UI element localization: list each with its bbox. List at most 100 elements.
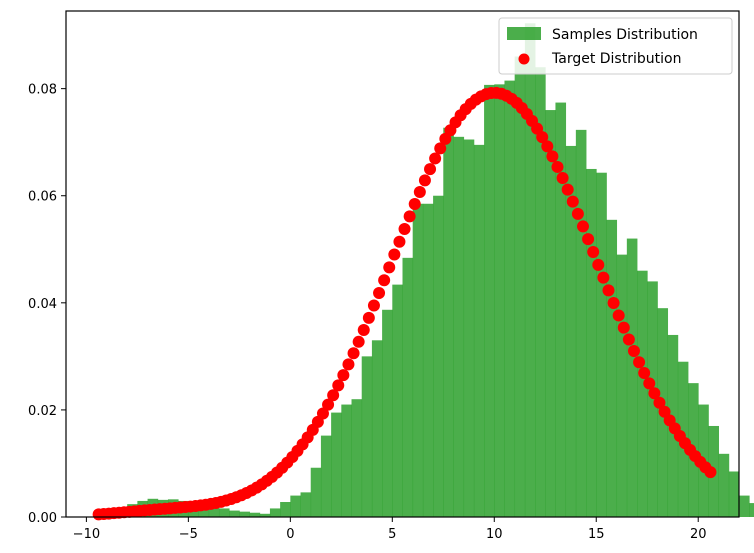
histogram-bar bbox=[647, 281, 658, 517]
target-point bbox=[648, 387, 661, 400]
histogram-bar bbox=[218, 508, 230, 517]
target-point bbox=[347, 347, 360, 360]
x-axis: −10 −5 0 5 10 15 20 bbox=[73, 517, 707, 542]
histogram-bar bbox=[718, 453, 730, 517]
histogram-bar bbox=[596, 172, 607, 518]
histogram-bar bbox=[535, 67, 546, 517]
histogram-bar bbox=[626, 238, 638, 517]
histogram-bar bbox=[351, 399, 363, 517]
histogram-bar bbox=[524, 23, 536, 518]
target-point bbox=[434, 142, 447, 155]
target-point bbox=[316, 407, 329, 420]
target-point bbox=[622, 333, 635, 346]
histogram-bar bbox=[728, 471, 740, 517]
y-tick-label: 0.02 bbox=[28, 404, 57, 419]
histogram-bar bbox=[331, 412, 342, 517]
target-point bbox=[551, 160, 564, 173]
target-point bbox=[378, 274, 391, 287]
y-tick-label: 0.04 bbox=[28, 297, 57, 312]
target-point bbox=[587, 245, 600, 258]
target-point bbox=[638, 366, 651, 379]
target-point bbox=[617, 321, 630, 334]
legend-label-target: Target Distribution bbox=[551, 51, 681, 67]
histogram-bar bbox=[361, 356, 373, 517]
histogram-bar bbox=[208, 506, 220, 517]
target-point bbox=[704, 466, 717, 479]
histogram-bars bbox=[96, 23, 754, 518]
target-point bbox=[388, 248, 401, 261]
legend-label-samples: Samples Distribution bbox=[552, 27, 698, 43]
target-point bbox=[592, 258, 605, 271]
target-point bbox=[322, 398, 335, 411]
histogram-bar bbox=[545, 110, 556, 518]
target-point bbox=[408, 198, 421, 211]
histogram-bar bbox=[565, 145, 577, 517]
target-point bbox=[541, 140, 554, 153]
histogram-bar bbox=[412, 203, 424, 517]
target-point bbox=[643, 377, 656, 390]
histogram-bar bbox=[473, 144, 485, 517]
histogram-bar bbox=[402, 257, 414, 517]
target-point bbox=[633, 356, 646, 369]
target-point bbox=[403, 210, 416, 223]
target-point bbox=[612, 309, 625, 322]
target-point bbox=[327, 389, 340, 402]
histogram-bar bbox=[382, 309, 393, 517]
y-tick-label: 0.06 bbox=[28, 190, 57, 205]
target-point bbox=[393, 235, 406, 248]
histogram-bar bbox=[422, 203, 434, 517]
target-point bbox=[424, 163, 437, 176]
histogram-bar bbox=[555, 102, 567, 518]
histogram-bar bbox=[320, 435, 332, 517]
target-point bbox=[561, 183, 574, 196]
target-point bbox=[653, 396, 666, 409]
histogram-bar bbox=[341, 404, 352, 517]
histogram-bar bbox=[494, 84, 505, 517]
target-point bbox=[383, 261, 396, 274]
target-point bbox=[398, 222, 411, 235]
target-point bbox=[337, 369, 350, 382]
target-point bbox=[332, 379, 345, 392]
x-tick-label: 5 bbox=[388, 527, 396, 542]
histogram-bar bbox=[198, 504, 210, 517]
legend-box bbox=[498, 17, 733, 75]
histogram-bar bbox=[463, 139, 475, 517]
x-tick-label: 20 bbox=[690, 527, 707, 542]
x-tick-label: 0 bbox=[286, 527, 294, 542]
target-point bbox=[342, 358, 355, 371]
histogram-bar bbox=[310, 467, 322, 517]
legend: Samples Distribution Target Distribution bbox=[498, 17, 733, 75]
histogram-bar bbox=[249, 512, 261, 517]
target-point bbox=[352, 335, 365, 348]
histogram-bar bbox=[280, 502, 291, 517]
target-point bbox=[607, 297, 620, 310]
histogram-bar bbox=[586, 168, 597, 517]
histogram-bar bbox=[504, 80, 516, 518]
target-point bbox=[357, 323, 370, 336]
plot-area-frame bbox=[65, 10, 740, 518]
histogram-bar bbox=[616, 254, 628, 517]
target-point bbox=[536, 131, 549, 144]
histogram-bar bbox=[606, 219, 618, 518]
legend-swatch-target bbox=[518, 53, 530, 65]
target-point bbox=[582, 233, 595, 246]
target-point bbox=[597, 271, 610, 284]
target-point bbox=[413, 185, 426, 198]
histogram-bar bbox=[514, 56, 526, 517]
histogram-bar bbox=[749, 503, 754, 517]
histogram-bar bbox=[443, 127, 454, 518]
target-point bbox=[546, 150, 559, 163]
legend-swatch-samples bbox=[507, 27, 541, 40]
histogram-bar bbox=[290, 495, 301, 517]
histogram-bar bbox=[433, 195, 444, 517]
histogram-bar bbox=[637, 270, 648, 517]
histogram-bar bbox=[739, 495, 750, 517]
histogram-bar bbox=[392, 284, 403, 517]
target-point bbox=[566, 195, 579, 208]
histogram-bar bbox=[239, 511, 250, 517]
target-point bbox=[429, 152, 442, 165]
target-point bbox=[571, 207, 584, 220]
target-point bbox=[418, 174, 431, 187]
target-point bbox=[362, 311, 375, 324]
histogram-bar bbox=[300, 492, 312, 517]
